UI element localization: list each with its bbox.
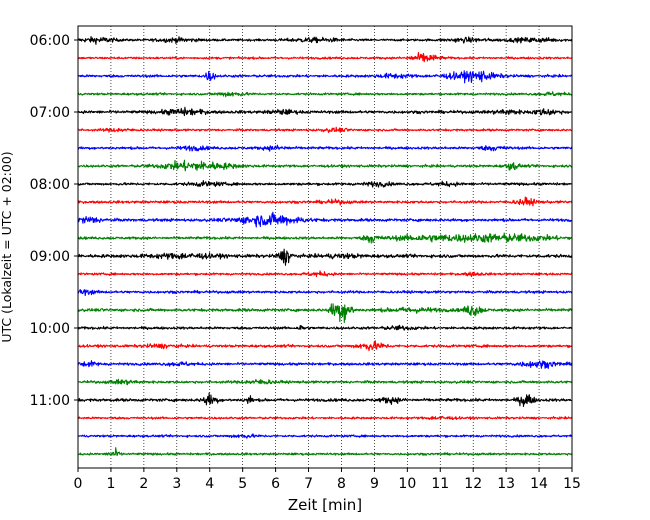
- traces: [77, 36, 573, 457]
- seismogram-trace: [77, 433, 573, 439]
- x-tick-label: 7: [304, 476, 313, 492]
- x-axis-label: Zeit [min]: [288, 496, 362, 514]
- y-axis-label: UTC (Lokalzeit = UTC + 02:00): [0, 151, 14, 342]
- x-tick-label: 3: [172, 476, 181, 492]
- seismogram-trace: [77, 180, 573, 188]
- y-tick-label: 08:00: [30, 177, 70, 193]
- seismogram-trace: [77, 378, 573, 386]
- seismogram-trace: [77, 106, 573, 117]
- seismogram-trace: [77, 360, 573, 370]
- y-tick-label: 07:00: [30, 105, 70, 121]
- x-tick-label: 11: [431, 476, 449, 492]
- x-tick-label: 4: [205, 476, 214, 492]
- y-axis-ticks: 06:00 07:00 08:00 09:00 10:00 11:00: [30, 33, 78, 409]
- seismogram-trace: [77, 289, 573, 297]
- plot-frame: [77, 25, 573, 469]
- plot-area: [78, 26, 572, 468]
- x-tick-label: 10: [398, 476, 416, 492]
- x-tick-label: 12: [464, 476, 482, 492]
- x-tick-label: 6: [271, 476, 280, 492]
- seismogram-trace: [77, 159, 573, 172]
- x-tick-label: 9: [370, 476, 379, 492]
- seismogram-trace: [77, 36, 573, 45]
- seismogram-trace: [77, 270, 573, 278]
- seismogram-trace: [77, 248, 573, 266]
- x-tick-label: 0: [74, 476, 83, 492]
- seismogram-trace: [77, 340, 573, 352]
- seismogram-trace: [77, 211, 573, 228]
- x-tick-label: 15: [563, 476, 581, 492]
- x-axis-ticks: 0 1 2 3 4 5 6 7 8 9 10 11 12 13 14 15: [74, 468, 581, 492]
- y-tick-label: 11:00: [30, 393, 70, 409]
- x-tick-label: 13: [497, 476, 515, 492]
- seismogram-trace: [77, 392, 573, 408]
- x-tick-label: 5: [238, 476, 247, 492]
- seismogram-trace: [77, 91, 573, 98]
- seismogram-trace: [77, 303, 573, 324]
- seismogram-trace: [77, 415, 573, 421]
- x-tick-label: 2: [139, 476, 148, 492]
- x-tick-label: 1: [106, 476, 115, 492]
- seismogram-trace: [77, 447, 573, 457]
- seismogram-trace: [77, 144, 573, 152]
- seismogram-trace: [77, 232, 573, 244]
- x-tick-label: 14: [530, 476, 548, 492]
- seismogram-trace: [77, 52, 573, 63]
- seismogram-trace: [77, 196, 573, 207]
- seismogram-trace: [77, 324, 573, 331]
- seismogram-trace: [77, 70, 573, 84]
- x-tick-label: 8: [337, 476, 346, 492]
- y-tick-label: 10:00: [30, 321, 70, 337]
- y-tick-label: 06:00: [30, 33, 70, 49]
- y-tick-label: 09:00: [30, 249, 70, 265]
- seismogram-trace: [77, 126, 573, 133]
